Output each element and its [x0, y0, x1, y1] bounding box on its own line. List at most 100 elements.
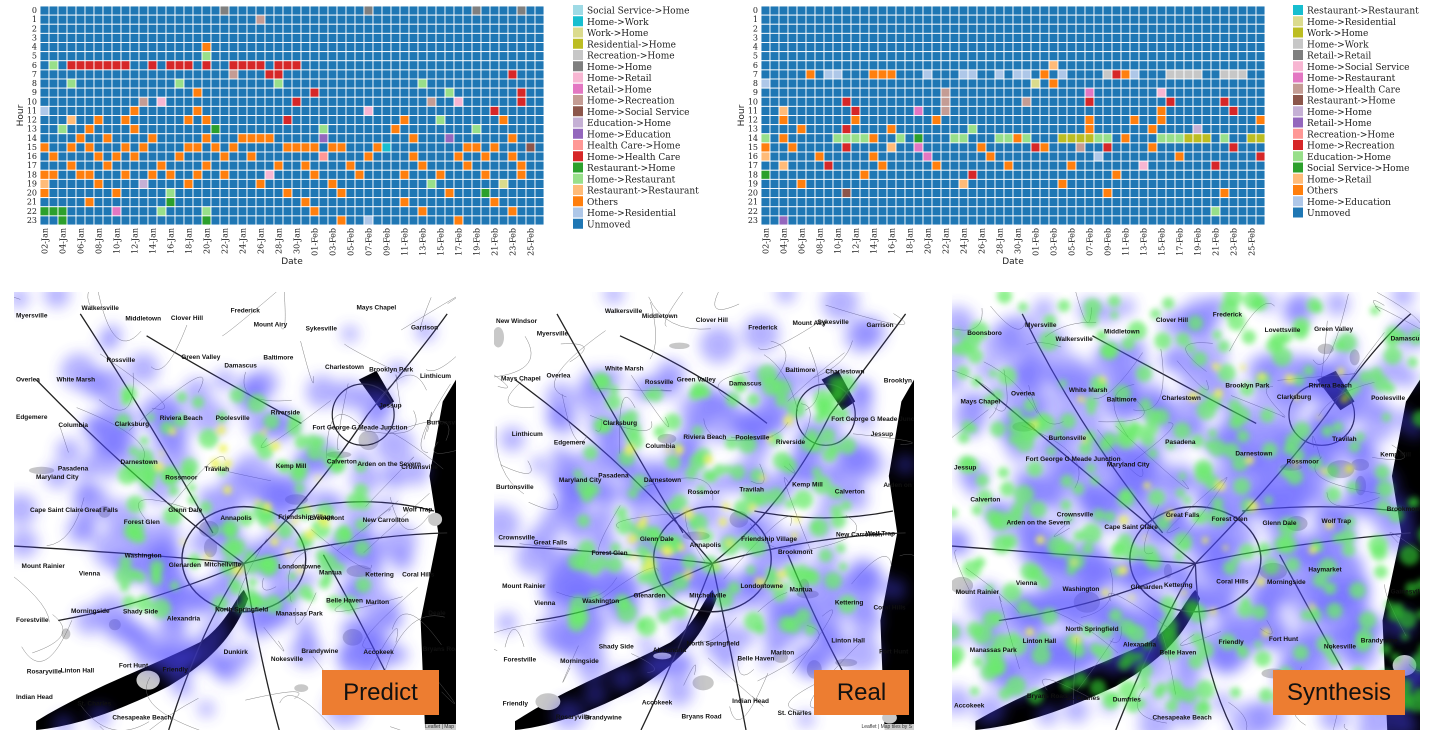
heatmap-cell	[904, 215, 915, 226]
heatmap-cell	[273, 160, 284, 171]
map-real-canvas: New WindsorMyersvilleWalkersvilleMiddlet…	[494, 292, 914, 730]
heatmap-cell	[814, 69, 825, 80]
heatmap-cell	[958, 69, 969, 80]
heatmap-cell	[850, 105, 861, 116]
heatmap-cell	[1120, 42, 1131, 53]
heatmap-cell	[1021, 215, 1032, 226]
heatmap-cell	[228, 32, 239, 43]
heatmap-cell	[1156, 160, 1167, 171]
place-label: Kettering	[835, 599, 864, 606]
heatmap-cell	[480, 124, 491, 135]
heatmap-cell	[967, 42, 978, 53]
heatmap-cell	[534, 197, 545, 208]
heatmap-cell	[1003, 188, 1014, 199]
heatmap-cell	[787, 42, 798, 53]
legend-swatch	[1293, 50, 1303, 60]
map-credit[interactable]: Leaflet | Map tiles by S	[859, 724, 914, 730]
heatmap-cell	[814, 124, 825, 135]
heatmap-cell	[336, 60, 347, 71]
heatmap-cell	[282, 151, 293, 162]
heatmap-cell	[1147, 87, 1158, 98]
heatmap-cell	[1183, 5, 1194, 16]
heat-blob	[1306, 297, 1322, 313]
heat-blob	[573, 469, 583, 479]
heatmap-cell	[507, 14, 518, 25]
heatmap-cell	[381, 160, 392, 171]
heatmap-cell	[922, 115, 933, 126]
heatmap-cell	[868, 96, 879, 107]
heatmap-cell	[39, 87, 50, 98]
place-label: Forest Glen	[124, 519, 160, 526]
heatmap-cell	[57, 78, 68, 89]
map-credit[interactable]: Leaflet | Map	[423, 724, 456, 730]
urban-patch	[294, 684, 309, 692]
map-synthesis[interactable]: Boonsboro Myersville Walkersville Middletow…	[952, 292, 1420, 730]
heat-blob	[1262, 558, 1280, 575]
heatmap-cell	[850, 142, 861, 153]
heat-blob	[44, 463, 71, 489]
heatmap-cell	[922, 96, 933, 107]
heatmap-cell	[1138, 42, 1149, 53]
heatmap-cell	[1138, 197, 1149, 208]
x-tick-label: 03-Feb	[329, 228, 338, 256]
heatmap-cell	[1075, 151, 1086, 162]
heatmap-cell	[976, 78, 987, 89]
heatmap-cell	[372, 151, 383, 162]
map-predict[interactable]: Myersville Walkersville Middletown Clover H…	[14, 292, 456, 730]
heatmap-cell	[832, 169, 843, 180]
place-label: Walkersville	[82, 305, 120, 312]
heatmap-cell	[210, 124, 221, 135]
heat-blob	[627, 487, 639, 499]
place-label: St. Charles	[77, 701, 111, 708]
legend-label: Retail->Home	[1307, 119, 1372, 129]
heatmap-cell	[976, 160, 987, 171]
heatmap-cell	[1048, 78, 1059, 89]
heatmap-cell	[994, 169, 1005, 180]
heat-blob	[857, 415, 874, 432]
heatmap-cell	[787, 60, 798, 71]
heatmap-cell	[913, 87, 924, 98]
legend-swatch	[573, 95, 583, 105]
heatmap-cell	[237, 78, 248, 89]
heatmap-cell	[985, 60, 996, 71]
heatmap-cell	[516, 215, 527, 226]
heatmap-cell	[1030, 188, 1041, 199]
x-tick-label: 20-Jan	[203, 228, 212, 254]
heatmap-cell	[922, 32, 933, 43]
legend-label: Home->Education	[1307, 198, 1391, 208]
heatmap-cell	[165, 178, 176, 189]
heatmap-cell	[868, 206, 879, 217]
heat-blob	[229, 580, 243, 595]
heatmap-cell	[1156, 51, 1167, 62]
map-real[interactable]: New Windsor Myersville Walkersville Middlet…	[494, 292, 914, 730]
heatmap-cell	[1039, 206, 1050, 217]
heatmap-cell	[832, 105, 843, 116]
heatmap-cell	[976, 23, 987, 34]
heat-blob	[1020, 562, 1040, 582]
heat-blob	[1285, 557, 1301, 572]
heatmap-cell	[318, 151, 329, 162]
heatmap-cell	[1066, 188, 1077, 199]
heatmap-cell	[246, 197, 257, 208]
y-tick-label: 9	[753, 88, 758, 97]
heatmap-cell	[147, 96, 158, 107]
heatmap-cell	[1048, 142, 1059, 153]
heatmap-cell	[381, 60, 392, 71]
place-label: Myersville	[1025, 322, 1057, 329]
heatmap-cell	[1120, 215, 1131, 226]
heatmap-cell	[507, 96, 518, 107]
heatmap-cell	[1012, 115, 1023, 126]
heatmap-cell	[1237, 5, 1248, 16]
heatmap-cell	[219, 142, 230, 153]
heat-blob	[1285, 292, 1316, 322]
heatmap-cell	[399, 215, 410, 226]
heat-blob	[1062, 576, 1093, 607]
heatmap-cell	[1021, 133, 1032, 144]
heatmap-cell	[498, 32, 509, 43]
heatmap-cell	[174, 69, 185, 80]
heatmap-cell	[408, 60, 419, 71]
heatmap-cell	[832, 188, 843, 199]
heatmap-cell	[75, 133, 86, 144]
heatmap-cell	[985, 78, 996, 89]
